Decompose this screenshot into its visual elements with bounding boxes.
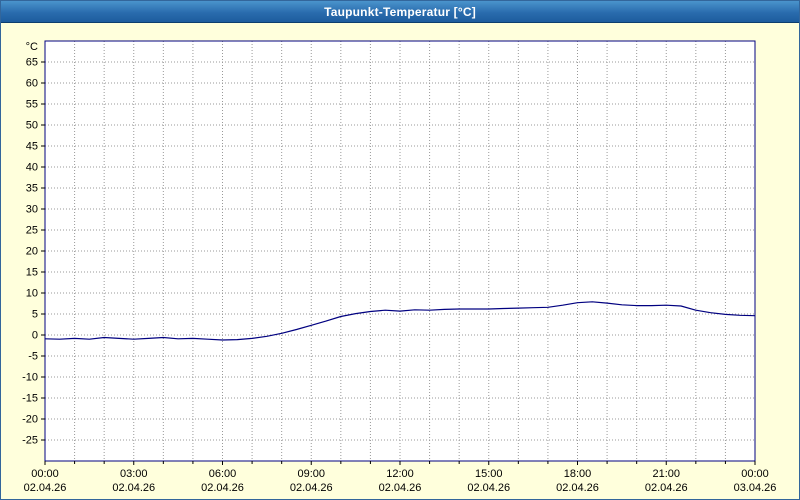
svg-text:65: 65: [26, 57, 38, 69]
dewpoint-line: [44, 301, 756, 341]
svg-text:-25: -25: [22, 435, 38, 447]
svg-text:40: 40: [26, 162, 38, 174]
svg-text:02.04.26: 02.04.26: [467, 482, 510, 494]
svg-text:03.04.26: 03.04.26: [734, 482, 777, 494]
svg-text:-20: -20: [22, 414, 38, 426]
svg-text:02.04.26: 02.04.26: [24, 482, 67, 494]
svg-text:0: 0: [32, 330, 38, 342]
x-axis-labels: 00:00 02.04.26 03:00 02.04.26 06:00 02.04.26 0…: [24, 461, 777, 494]
svg-text:00:00: 00:00: [741, 468, 769, 480]
svg-text:09:00: 09:00: [297, 468, 325, 480]
svg-text:02.04.26: 02.04.26: [112, 482, 155, 494]
chart-title: Taupunkt-Temperatur [°C]: [324, 4, 476, 19]
svg-text:02.04.26: 02.04.26: [556, 482, 599, 494]
y-axis-labels: -25 -20 -15 -10 -5 0 5 10 15 20 25 30 35 40 45 50 55 60 65: [22, 57, 45, 447]
svg-text:55: 55: [26, 99, 38, 111]
svg-text:20: 20: [26, 246, 38, 258]
svg-text:18:00: 18:00: [564, 468, 592, 480]
svg-text:00:00: 00:00: [31, 468, 59, 480]
svg-text:45: 45: [26, 141, 38, 153]
svg-text:03:00: 03:00: [120, 468, 148, 480]
svg-text:15:00: 15:00: [475, 468, 503, 480]
svg-text:-10: -10: [22, 372, 38, 384]
svg-text:-15: -15: [22, 393, 38, 405]
svg-text:02.04.26: 02.04.26: [290, 482, 333, 494]
svg-text:02.04.26: 02.04.26: [379, 482, 422, 494]
title-bar: Taupunkt-Temperatur [°C]: [1, 1, 799, 23]
svg-text:60: 60: [26, 78, 38, 90]
svg-text:21:00: 21:00: [652, 468, 680, 480]
svg-text:10: 10: [26, 288, 38, 300]
svg-text:12:00: 12:00: [386, 468, 414, 480]
svg-text:06:00: 06:00: [209, 468, 237, 480]
chart-canvas: -25 -20 -15 -10 -5 0 5 10 15 20 25 30 35 40 45 50 55 60 65…: [22, 40, 777, 494]
svg-text:02.04.26: 02.04.26: [201, 482, 244, 494]
svg-text:02.04.26: 02.04.26: [645, 482, 688, 494]
y-axis-unit: °C: [26, 41, 38, 53]
svg-text:5: 5: [32, 309, 38, 321]
svg-text:-5: -5: [28, 351, 38, 363]
svg-text:35: 35: [26, 183, 38, 195]
svg-text:50: 50: [26, 120, 38, 132]
gridlines: [45, 41, 755, 461]
svg-text:30: 30: [26, 204, 38, 216]
svg-text:15: 15: [26, 267, 38, 279]
svg-text:25: 25: [26, 225, 38, 237]
